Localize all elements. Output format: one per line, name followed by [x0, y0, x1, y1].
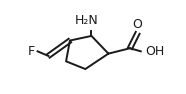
Text: OH: OH	[145, 45, 165, 58]
Text: F: F	[27, 45, 34, 58]
Text: O: O	[133, 18, 143, 31]
Text: H₂N: H₂N	[75, 14, 99, 27]
